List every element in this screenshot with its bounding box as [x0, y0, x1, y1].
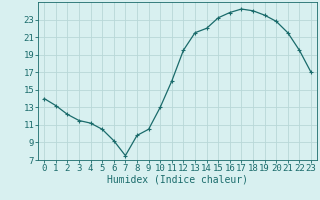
X-axis label: Humidex (Indice chaleur): Humidex (Indice chaleur): [107, 175, 248, 185]
